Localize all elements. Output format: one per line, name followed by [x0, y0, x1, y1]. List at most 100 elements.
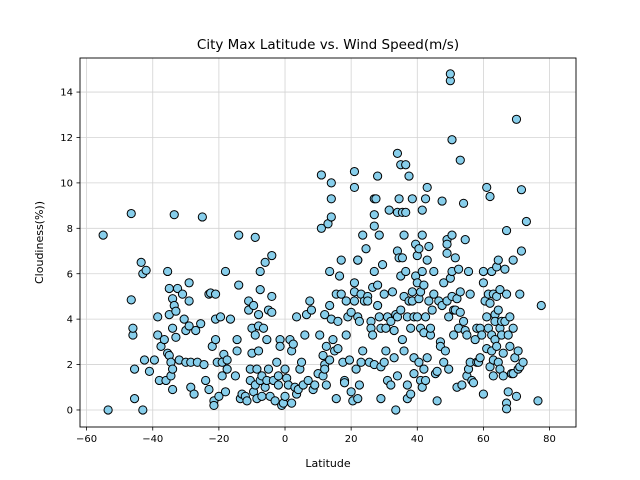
data-point: [349, 182, 360, 193]
y-tick-label: 10: [60, 178, 73, 189]
data-point: [437, 196, 447, 206]
data-point: [391, 405, 401, 415]
data-point: [427, 305, 437, 315]
y-axis-title: Cloudiness(%)): [33, 201, 46, 284]
data-point: [455, 155, 465, 165]
data-point: [336, 255, 346, 265]
data-point: [225, 314, 236, 324]
data-point: [515, 289, 525, 299]
data-point: [417, 266, 427, 277]
data-point: [197, 212, 207, 222]
data-point: [381, 346, 391, 356]
data-point: [252, 364, 262, 374]
data-point: [401, 266, 411, 277]
data-point: [457, 380, 467, 390]
data-point: [358, 346, 368, 356]
data-point: [163, 266, 173, 277]
data-point: [414, 244, 424, 254]
x-tick-label: 20: [345, 434, 358, 445]
data-point: [447, 230, 457, 240]
data-point: [349, 278, 360, 288]
data-point: [402, 380, 412, 390]
data-point: [379, 357, 389, 367]
data-point: [401, 207, 411, 218]
data-point: [326, 212, 336, 222]
data-point: [420, 312, 431, 322]
data-point: [267, 250, 277, 261]
data-point: [422, 353, 432, 363]
data-point: [300, 330, 310, 340]
data-point: [389, 353, 399, 363]
data-point: [404, 171, 414, 181]
data-point: [394, 194, 404, 204]
data-point: [169, 210, 179, 220]
data-point: [503, 387, 513, 397]
data-point: [249, 300, 259, 311]
data-point: [341, 330, 351, 340]
data-point: [463, 266, 474, 277]
y-tick-label: 12: [60, 133, 73, 144]
data-point: [425, 323, 436, 333]
data-point: [270, 396, 280, 406]
data-point: [346, 387, 356, 397]
data-point: [184, 321, 194, 331]
data-point: [374, 312, 384, 322]
data-point: [369, 221, 379, 231]
data-point: [315, 330, 325, 340]
data-point: [255, 266, 265, 277]
data-point: [508, 323, 518, 333]
data-point: [199, 359, 209, 370]
x-tick-label: −60: [76, 434, 97, 445]
y-axis-ticks: 0 2 4 6 8 10 12 14: [60, 88, 80, 417]
x-tick-label: −40: [142, 434, 163, 445]
data-point: [387, 287, 398, 297]
data-point: [159, 334, 169, 345]
y-tick-label: 2: [67, 360, 73, 371]
data-point: [424, 241, 434, 252]
data-point: [377, 260, 388, 270]
data-point: [363, 296, 373, 306]
data-point: [439, 357, 449, 367]
data-point: [273, 371, 283, 381]
data-point: [482, 312, 492, 322]
data-point: [485, 191, 495, 202]
data-point: [369, 210, 379, 220]
data-point: [501, 289, 512, 299]
data-point: [220, 266, 231, 277]
data-point: [511, 114, 522, 124]
data-point: [326, 194, 336, 204]
data-point: [444, 364, 454, 374]
data-point: [468, 378, 479, 388]
data-point: [465, 289, 475, 299]
data-point: [321, 380, 331, 390]
data-point: [488, 371, 498, 381]
y-tick-label: 14: [60, 88, 73, 99]
data-point: [196, 319, 206, 329]
data-point: [482, 182, 492, 193]
data-point: [384, 205, 394, 215]
data-point: [368, 330, 378, 340]
data-point: [516, 185, 527, 195]
data-point: [167, 364, 178, 374]
data-point: [508, 255, 518, 265]
data-point: [493, 255, 503, 265]
chart-title: City Max Latitude vs. Wind Speed(m/s): [197, 37, 459, 53]
data-point: [320, 310, 330, 320]
data-point: [396, 305, 406, 315]
data-point: [333, 316, 343, 327]
data-point: [462, 330, 472, 340]
data-point: [374, 230, 384, 240]
data-point: [344, 355, 355, 365]
data-point: [351, 364, 361, 374]
data-point: [232, 346, 242, 356]
data-point: [450, 253, 460, 263]
x-axis-ticks: −60 −40 −20 0 20 40 60 80: [76, 427, 556, 445]
data-point: [234, 230, 244, 240]
data-point: [336, 289, 346, 299]
data-point: [432, 396, 442, 406]
data-point: [234, 280, 244, 290]
data-point: [103, 405, 113, 415]
data-point: [493, 305, 503, 315]
data-point: [477, 330, 487, 340]
